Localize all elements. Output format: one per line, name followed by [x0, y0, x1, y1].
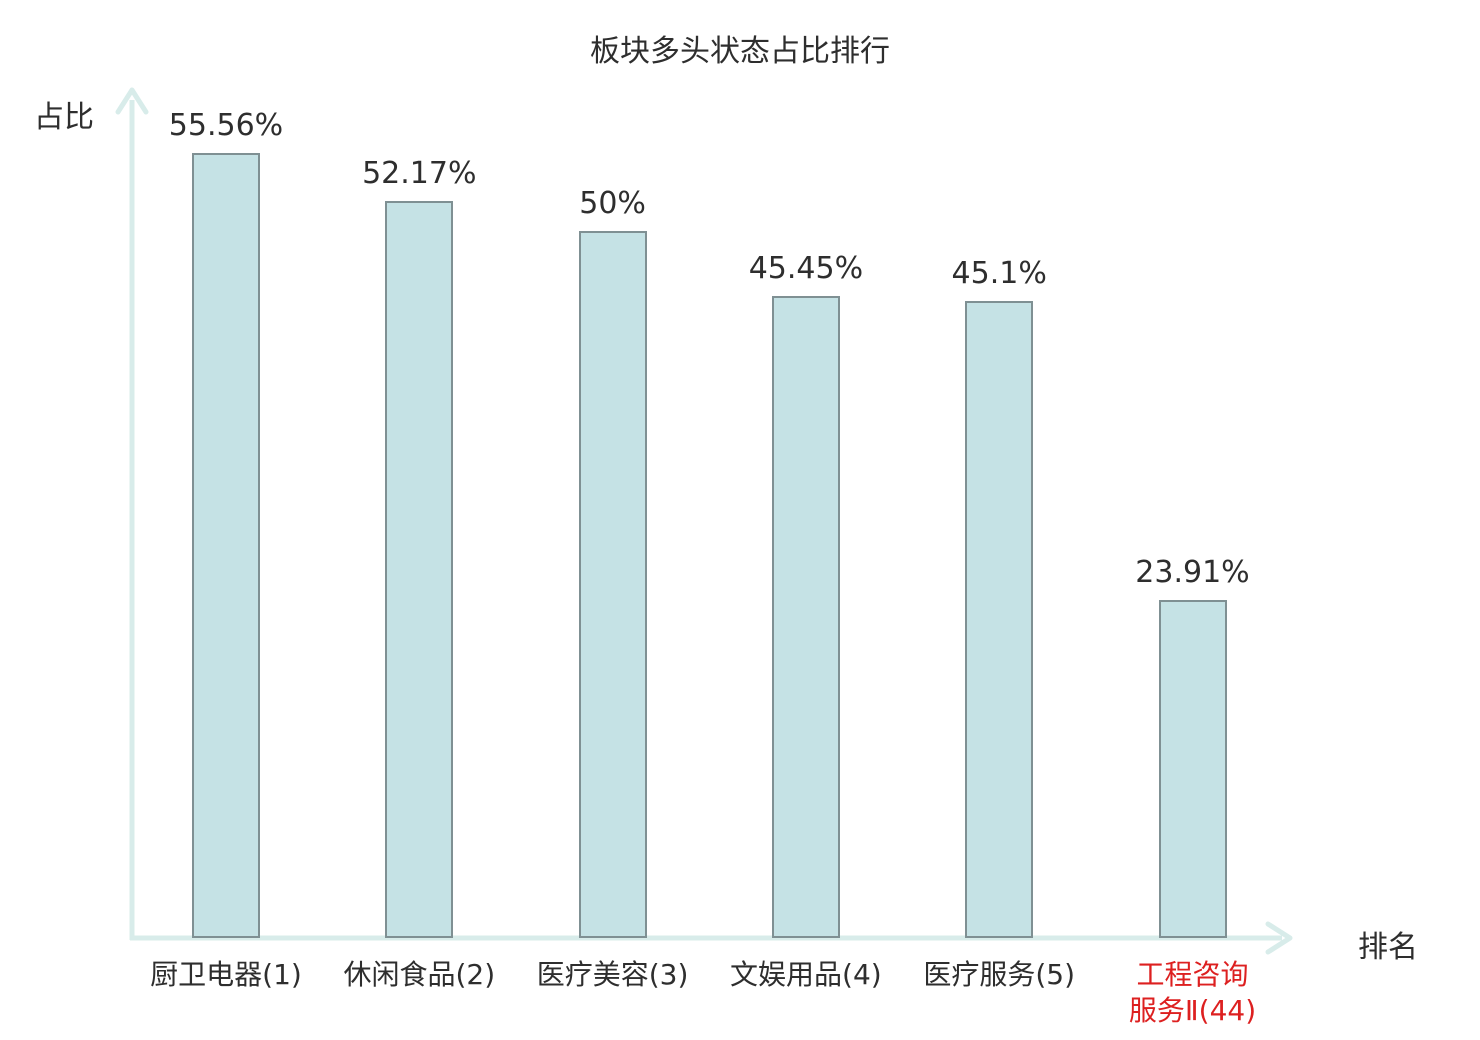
category-label: 医疗服务(5): [923, 958, 1076, 991]
bar: [771, 296, 840, 938]
bar: [1158, 600, 1227, 938]
bar-value-label: 52.17%: [362, 156, 477, 191]
chart-title: 板块多头状态占比排行: [590, 34, 890, 69]
y-axis-label: 占比: [34, 100, 94, 135]
bar: [192, 153, 260, 938]
bar: [965, 301, 1034, 938]
bar-value-label: 45.1%: [951, 256, 1047, 291]
category-label: 医疗美容(3): [536, 958, 689, 991]
bar-value-label: 23.91%: [1135, 555, 1250, 590]
category-label: 休闲食品(2): [343, 958, 496, 991]
x-axis-arrow-icon: [1265, 921, 1293, 955]
x-axis-label: 排名: [1358, 930, 1418, 965]
category-label: 文娱用品(4): [730, 958, 882, 991]
category-label: 工程咨询 服务Ⅱ(44): [1128, 958, 1257, 1028]
bar: [578, 231, 647, 938]
bar-value-label: 55.56%: [168, 108, 284, 143]
bar: [385, 201, 454, 938]
bar-value-label: 50%: [579, 186, 646, 221]
category-label: 厨卫电器(1): [150, 958, 302, 991]
bar-value-label: 45.45%: [748, 251, 864, 286]
